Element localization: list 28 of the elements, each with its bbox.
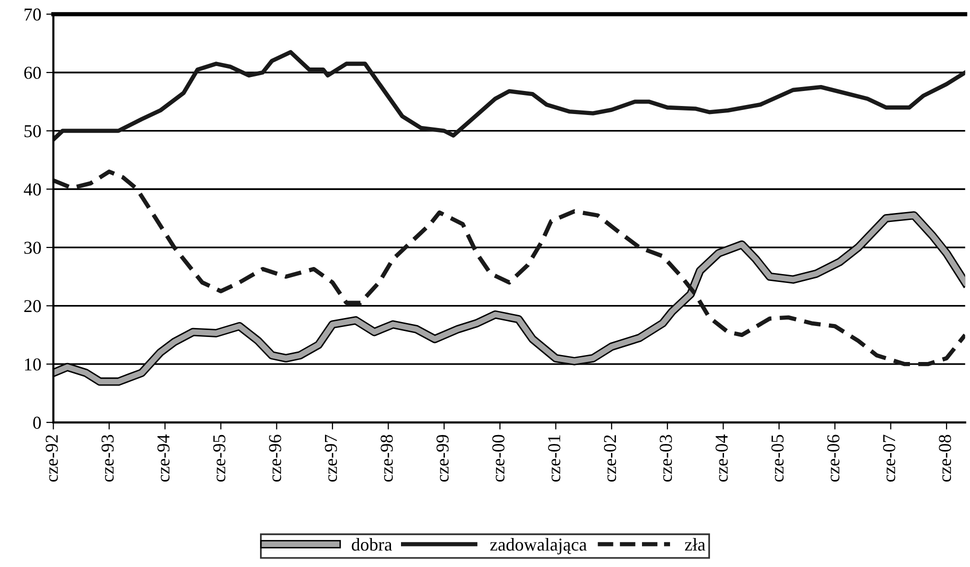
x-tick-label: cze-94 xyxy=(157,434,170,482)
x-tick-label: cze-95 xyxy=(213,434,226,482)
x-tick-label: cze-93 xyxy=(102,434,114,482)
y-tick-label: 70 xyxy=(24,8,41,21)
x-tick-label: cze-99 xyxy=(436,434,449,482)
x-tick-label: cze-01 xyxy=(548,435,560,482)
legend-label: zła xyxy=(684,538,706,551)
legend-label: dobra xyxy=(352,538,392,551)
legend-label: zadowalająca xyxy=(490,538,587,554)
x-tick-label: cze-98 xyxy=(380,434,393,482)
x-tick-label: cze-06 xyxy=(827,434,840,482)
y-tick-label: 10 xyxy=(25,358,41,371)
x-tick-label: cze-97 xyxy=(324,434,337,482)
x-tick-label: cze-04 xyxy=(716,434,728,482)
x-tick-label: cze-92 xyxy=(46,435,58,482)
x-tick-label: cze-02 xyxy=(604,435,616,482)
x-tick-label: cze-00 xyxy=(492,434,504,482)
x-tick-label: cze-08 xyxy=(938,434,952,482)
y-tick-label: 0 xyxy=(33,416,41,429)
x-tick-label: cze-96 xyxy=(269,434,282,482)
y-tick-label: 50 xyxy=(24,125,41,138)
y-tick-label: 60 xyxy=(24,66,41,79)
x-tick-label: cze-05 xyxy=(771,434,784,482)
x-tick-label: cze-07 xyxy=(883,434,896,482)
y-tick-label: 30 xyxy=(24,242,41,254)
y-tick-label: 40 xyxy=(24,183,41,196)
x-tick-label: cze-03 xyxy=(660,434,672,482)
y-tick-label: 20 xyxy=(24,300,41,312)
